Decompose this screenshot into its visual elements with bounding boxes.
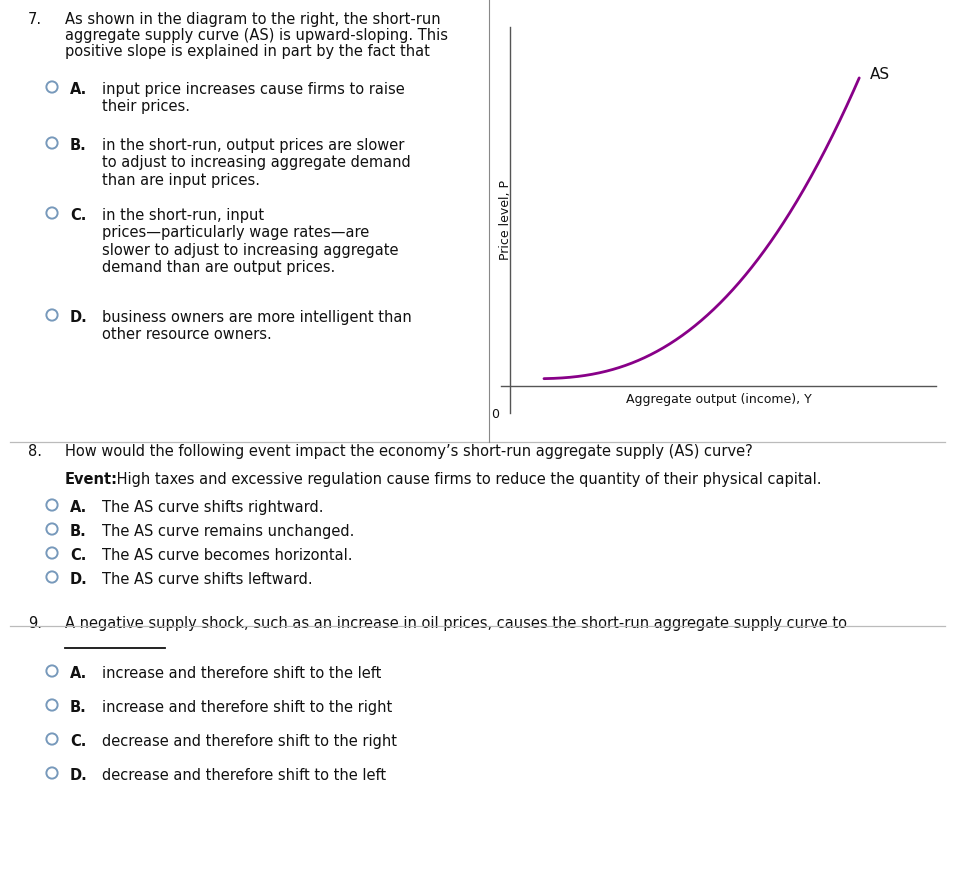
Text: D.: D. (70, 768, 88, 783)
Text: How would the following event impact the economy’s short-run aggregate supply (A: How would the following event impact the… (65, 444, 753, 459)
Text: C.: C. (70, 734, 86, 749)
Text: B.: B. (70, 700, 87, 715)
Text: The AS curve shifts leftward.: The AS curve shifts leftward. (102, 572, 312, 587)
Text: As shown in the diagram to the right, the short-run: As shown in the diagram to the right, th… (65, 12, 440, 27)
Text: C.: C. (70, 208, 86, 223)
Text: in the short-run, output prices are slower
to adjust to increasing aggregate dem: in the short-run, output prices are slow… (102, 138, 411, 187)
Text: A.: A. (70, 500, 87, 515)
Text: A.: A. (70, 666, 87, 681)
X-axis label: Aggregate output (income), Y: Aggregate output (income), Y (626, 392, 812, 406)
Text: positive slope is explained in part by the fact that: positive slope is explained in part by t… (65, 44, 430, 59)
Text: 0: 0 (491, 408, 499, 421)
Y-axis label: Price level, P: Price level, P (499, 179, 512, 260)
Text: A negative supply shock, such as an increase in oil prices, causes the short-run: A negative supply shock, such as an incr… (65, 616, 847, 631)
Text: The AS curve becomes horizontal.: The AS curve becomes horizontal. (102, 548, 352, 563)
Text: in the short-run, input
prices—particularly wage rates—are
slower to adjust to i: in the short-run, input prices—particula… (102, 208, 398, 275)
Text: aggregate supply curve (AS) is upward-sloping. This: aggregate supply curve (AS) is upward-sl… (65, 28, 448, 43)
Text: D.: D. (70, 310, 88, 325)
Text: decrease and therefore shift to the left: decrease and therefore shift to the left (102, 768, 386, 783)
Text: business owners are more intelligent than
other resource owners.: business owners are more intelligent tha… (102, 310, 412, 343)
Text: AS: AS (870, 67, 890, 82)
Text: decrease and therefore shift to the right: decrease and therefore shift to the righ… (102, 734, 397, 749)
Text: B.: B. (70, 138, 87, 153)
Text: The AS curve remains unchanged.: The AS curve remains unchanged. (102, 524, 354, 539)
Text: input price increases cause firms to raise
their prices.: input price increases cause firms to rai… (102, 82, 405, 115)
Text: increase and therefore shift to the left: increase and therefore shift to the left (102, 666, 381, 681)
Text: A.: A. (70, 82, 87, 97)
Text: 9.: 9. (28, 616, 42, 631)
Text: High taxes and excessive regulation cause firms to reduce the quantity of their : High taxes and excessive regulation caus… (112, 472, 821, 487)
Text: increase and therefore shift to the right: increase and therefore shift to the righ… (102, 700, 393, 715)
Text: 8.: 8. (28, 444, 42, 459)
Text: D.: D. (70, 572, 88, 587)
Text: C.: C. (70, 548, 86, 563)
Text: The AS curve shifts rightward.: The AS curve shifts rightward. (102, 500, 324, 515)
Text: B.: B. (70, 524, 87, 539)
Text: Event:: Event: (65, 472, 118, 487)
Text: 7.: 7. (28, 12, 42, 27)
